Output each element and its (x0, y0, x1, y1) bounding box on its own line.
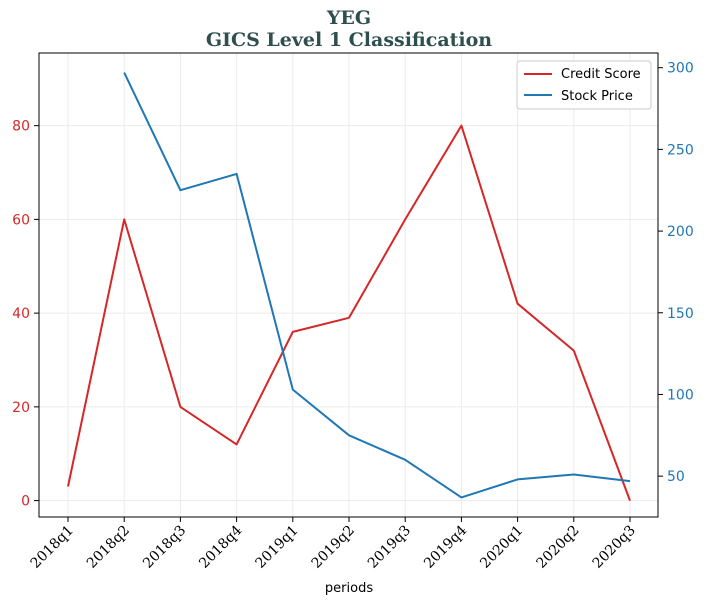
right-tick-label: 50 (667, 469, 685, 485)
x-tick-label: 2020q2 (533, 523, 582, 572)
axis-ticks: 2018q1 2018q2 2018q3 2018q4 2019q1 2019q2 2019… (12, 61, 694, 572)
x-tick-label: 2020q3 (590, 523, 639, 572)
x-tick-label: 2018q4 (196, 522, 245, 571)
x-tick-label: 2019q3 (365, 523, 414, 572)
left-tick-label: 0 (21, 494, 30, 510)
left-tick-label: 80 (12, 119, 30, 135)
right-tick-label: 100 (667, 387, 694, 403)
right-tick-label: 200 (667, 224, 694, 240)
series-line-credit-score (67, 124, 631, 501)
series-line-stock-price (123, 72, 631, 499)
x-tick-label: 2018q2 (84, 523, 133, 572)
left-tick-label: 20 (12, 400, 30, 416)
left-tick-label: 60 (12, 212, 30, 228)
x-tick-label: 2019q1 (252, 523, 301, 572)
left-tick-label: 40 (12, 306, 30, 322)
chart-title-line-1: YEG (326, 7, 371, 29)
x-tick-label: 2019q4 (421, 522, 470, 571)
right-tick-label: 300 (667, 61, 694, 77)
right-tick-label: 150 (667, 306, 694, 322)
x-tick-label: 2018q3 (140, 523, 189, 572)
x-axis-label: periods (325, 581, 373, 596)
legend-label-stock-price: Stock Price (561, 89, 633, 104)
grid (39, 53, 658, 517)
right-tick-label: 250 (667, 142, 694, 158)
legend: Credit Score Stock Price (516, 60, 652, 110)
x-tick-label: 2020q1 (477, 523, 526, 572)
x-tick-label: 2018q1 (28, 523, 77, 572)
legend-label-credit-score: Credit Score (561, 67, 641, 82)
x-tick-label: 2019q2 (309, 523, 358, 572)
chart-title-line-2: GICS Level 1 Classification (206, 29, 492, 51)
series-lines (67, 72, 631, 501)
